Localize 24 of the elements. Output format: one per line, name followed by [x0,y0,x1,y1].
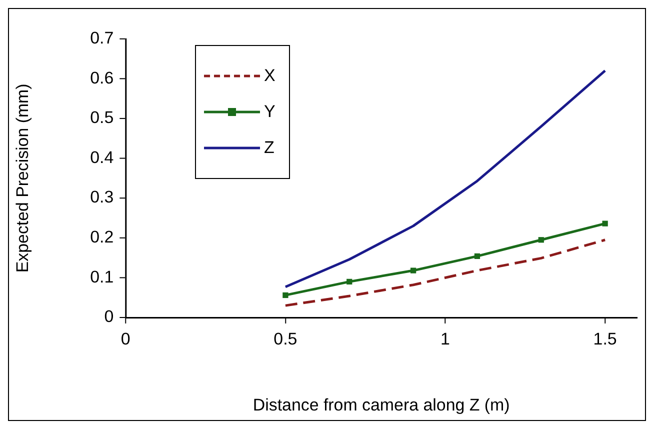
y-tick-label: 0.2 [90,228,114,247]
point [538,237,544,243]
x-tick-label: 1 [440,329,450,348]
y-tick-label: 0.6 [90,68,114,88]
y-tick-label: 0.7 [90,28,114,48]
x-tick-label: 0 [120,329,130,348]
point [282,292,288,298]
legend-label: Z [264,138,274,158]
y-tick-label: 0.4 [90,148,114,167]
y-tick-label: 0.1 [90,267,114,286]
point [410,268,416,274]
legend-label: X [264,66,276,86]
legend-label: Y [264,102,276,122]
x-tick-label: 1.5 [593,329,617,348]
y-tick-label: 0 [104,307,114,326]
y-tick-label: 0.5 [90,108,114,128]
point [346,278,352,284]
x-axis-title: Distance from camera along Z (m) [252,396,510,415]
y-axis-title: Expected Precision (mm) [12,84,32,273]
point [474,253,480,260]
point [602,220,608,226]
line-series [284,238,606,307]
y-tick-label: 0.3 [90,188,114,207]
x-tick-label: 0.5 [274,329,298,348]
